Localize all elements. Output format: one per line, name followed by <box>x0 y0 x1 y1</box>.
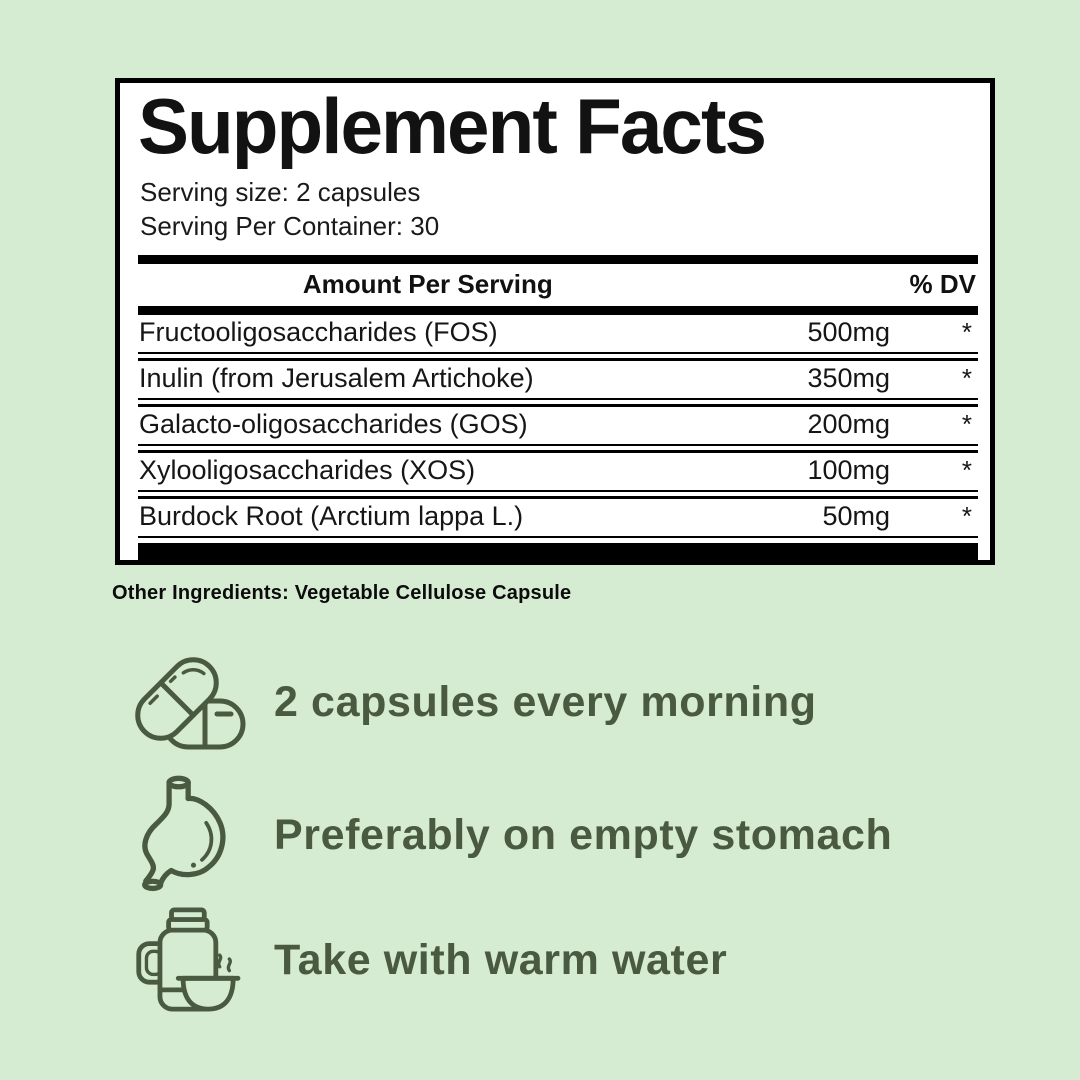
ingredient-name: Xylooligosaccharides (XOS) <box>139 454 476 485</box>
ingredient-name: Burdock Root (Arctium lappa L.) <box>139 500 524 531</box>
usage-row-stomach: Preferably on empty stomach <box>110 766 1040 904</box>
ingredient-amount: 500mg <box>807 316 890 347</box>
thermos-cup-icon <box>110 907 260 1012</box>
divider-bar-thick <box>138 542 978 560</box>
ingredient-dv: * <box>961 408 972 439</box>
table-row: Inulin (from Jerusalem Artichoke) 350mg … <box>138 357 978 400</box>
supplement-facts-panel: Supplement Facts Serving size: 2 capsule… <box>115 78 995 565</box>
usage-text: Preferably on empty stomach <box>274 810 893 859</box>
ingredient-name: Fructooligosaccharides (FOS) <box>139 316 498 347</box>
divider-bar <box>138 305 978 315</box>
other-ingredients-line: Other Ingredients: Vegetable Cellulose C… <box>112 582 572 604</box>
panel-title: Supplement Facts <box>138 82 767 170</box>
ingredient-name: Galacto-oligosaccharides (GOS) <box>139 408 528 439</box>
ingredient-dv: * <box>961 454 972 485</box>
usage-text: Take with warm water <box>274 935 728 984</box>
divider-bar <box>138 254 978 264</box>
table-row: Xylooligosaccharides (XOS) 100mg * <box>138 449 978 492</box>
usage-row-warm-water: Take with warm water <box>110 907 1040 1012</box>
usage-text: 2 capsules every morning <box>274 677 817 726</box>
servings-per-container: Serving Per Container: 30 <box>140 210 440 241</box>
serving-info: Serving size: 2 capsules Serving Per Con… <box>140 175 978 243</box>
amount-per-serving-header: Amount Per Serving <box>302 269 553 300</box>
usage-row-capsules: 2 capsules every morning <box>110 646 1040 758</box>
ingredient-amount: 100mg <box>807 454 890 485</box>
ingredient-dv: * <box>961 362 972 393</box>
percent-dv-header: % DV <box>909 269 976 300</box>
ingredient-amount: 200mg <box>807 408 890 439</box>
table-row: Fructooligosaccharides (FOS) 500mg * <box>138 315 978 354</box>
ingredient-name: Inulin (from Jerusalem Artichoke) <box>139 362 534 393</box>
table-row: Galacto-oligosaccharides (GOS) 200mg * <box>138 403 978 446</box>
usage-instructions: 2 capsules every morning Preferably on e… <box>110 646 1040 1012</box>
stomach-icon <box>110 766 260 904</box>
serving-size: Serving size: 2 capsules <box>140 176 421 207</box>
capsules-icon <box>110 646 260 758</box>
ingredient-table: Fructooligosaccharides (FOS) 500mg * Inu… <box>138 315 978 538</box>
table-column-header: Amount Per Serving % DV <box>138 264 978 306</box>
ingredient-amount: 350mg <box>807 362 890 393</box>
ingredient-amount: 50mg <box>822 500 890 531</box>
table-row: Burdock Root (Arctium lappa L.) 50mg * <box>138 495 978 538</box>
ingredient-dv: * <box>961 500 972 531</box>
ingredient-dv: * <box>961 316 972 347</box>
